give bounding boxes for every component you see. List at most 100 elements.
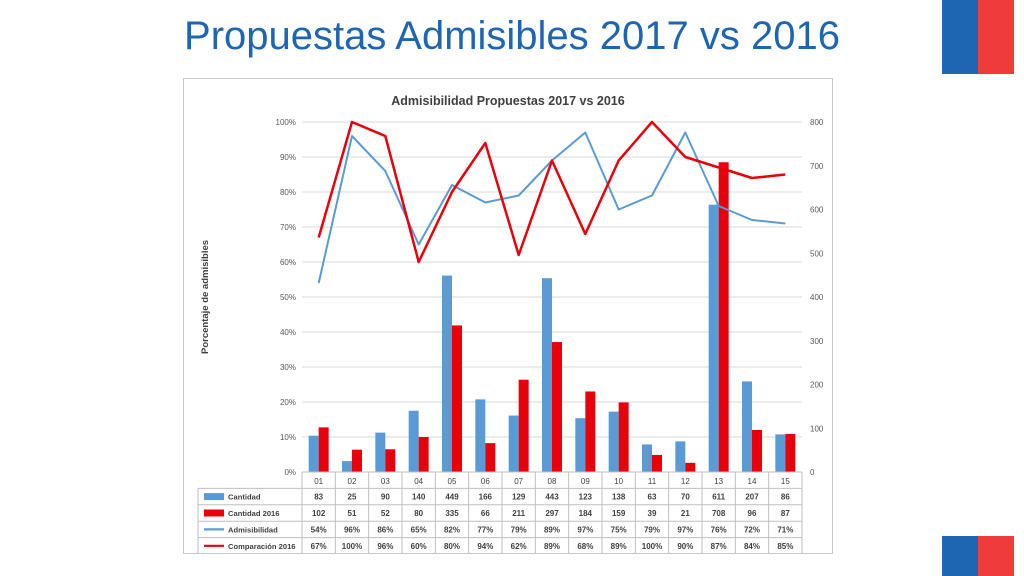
table-cell: 335 [445, 509, 459, 518]
table-cell: 184 [579, 509, 593, 518]
table-cell: 83 [314, 493, 323, 502]
legend-key-cantidad-2016 [204, 509, 224, 517]
flag-bottom-right [942, 536, 1014, 576]
bar-cantidad [775, 434, 786, 472]
table-cell: 87 [781, 509, 790, 518]
bar-cantidad-2016 [418, 437, 429, 472]
table-cell: 90 [381, 493, 390, 502]
table-cell: 96% [344, 525, 360, 534]
bar-cantidad-2016 [785, 433, 796, 472]
bar-cantidad [542, 278, 552, 472]
table-cell: 96% [377, 542, 393, 551]
right-tick-label: 0 [810, 468, 815, 477]
table-cell: 443 [545, 493, 559, 502]
table-cell: 96 [748, 509, 757, 518]
left-tick-label: 100% [276, 118, 296, 127]
table-cell: 67% [311, 542, 327, 551]
bar-cantidad-2016 [685, 462, 696, 472]
left-tick-label: 90% [280, 153, 296, 162]
legend-series-name: Cantidad 2016 [228, 509, 280, 518]
table-cell: 140 [412, 493, 426, 502]
table-cell: 72% [744, 525, 760, 534]
bar-cantidad-2016 [718, 162, 729, 472]
category-label: 06 [481, 477, 490, 486]
table-cell: 86 [781, 493, 790, 502]
table-cell: 211 [512, 509, 525, 518]
table-cell: 60% [411, 542, 427, 551]
table-cell: 97% [577, 525, 593, 534]
table-cell: 39 [648, 509, 657, 518]
table-cell: 51 [348, 509, 357, 518]
right-tick-label: 700 [810, 162, 824, 171]
category-label: 02 [348, 477, 357, 486]
category-label: 09 [581, 477, 590, 486]
category-label: 07 [514, 477, 523, 486]
left-tick-label: 20% [280, 398, 296, 407]
category-label: 03 [381, 477, 390, 486]
left-tick-label: 30% [280, 363, 296, 372]
table-cell: 85% [777, 542, 793, 551]
left-tick-label: 10% [280, 433, 296, 442]
table-cell: 100% [642, 542, 662, 551]
table-cell: 62% [511, 542, 527, 551]
category-label: 10 [614, 477, 623, 486]
table-cell: 89% [544, 542, 560, 551]
bar-cantidad-2016 [552, 342, 562, 472]
left-tick-label: 40% [280, 328, 296, 337]
legend-series-name: Cantidad [228, 493, 261, 502]
bar-cantidad-2016 [385, 449, 396, 472]
table-cell: 77% [477, 525, 493, 534]
table-cell: 159 [612, 509, 626, 518]
table-cell: 80% [444, 542, 460, 551]
bar-cantidad-2016 [518, 379, 529, 472]
table-cell: 79% [511, 525, 527, 534]
bar-cantidad-2016 [318, 427, 329, 472]
table-cell: 79% [644, 525, 660, 534]
category-label: 11 [648, 477, 657, 486]
right-tick-label: 300 [810, 337, 824, 346]
table-cell: 82% [444, 525, 460, 534]
category-label: 04 [414, 477, 423, 486]
line-comparación-2016 [317, 120, 786, 264]
table-cell: 123 [579, 493, 593, 502]
slide-title: Propuestas Admisibles 2017 vs 2016 [184, 14, 840, 58]
table-cell: 207 [745, 493, 759, 502]
bar-cantidad [708, 204, 719, 472]
legend-series-name: Comparación 2016 [228, 542, 296, 551]
category-label: 14 [748, 477, 757, 486]
table-cell: 166 [479, 493, 493, 502]
category-label: 13 [714, 477, 723, 486]
table-cell: 84% [744, 542, 760, 551]
left-tick-label: 0% [284, 468, 296, 477]
table-cell: 68% [577, 542, 593, 551]
bar-cantidad [608, 411, 619, 472]
category-label: 01 [314, 477, 323, 486]
table-cell: 89% [611, 542, 627, 551]
table-cell: 80 [414, 509, 423, 518]
bar-cantidad [475, 399, 486, 472]
bar-cantidad [675, 441, 686, 472]
table-cell: 65% [411, 525, 427, 534]
bar-cantidad [408, 410, 419, 472]
bar-cantidad-2016 [618, 402, 629, 472]
table-cell: 102 [312, 509, 326, 518]
table-cell: 138 [612, 493, 626, 502]
table-cell: 100% [342, 542, 362, 551]
chart-title: Admisibilidad Propuestas 2017 vs 2016 [391, 94, 624, 108]
chart-frame: Admisibilidad Propuestas 2017 vs 2016 Po… [183, 78, 833, 555]
table-cell: 70 [681, 493, 690, 502]
table-cell: 52 [381, 509, 390, 518]
right-tick-label: 600 [810, 206, 824, 215]
table-cell: 71% [777, 525, 793, 534]
left-tick-label: 60% [280, 258, 296, 267]
table-cell: 76% [711, 525, 727, 534]
table-cell: 90% [677, 542, 693, 551]
right-tick-label: 500 [810, 249, 824, 258]
table-cell: 25 [348, 493, 357, 502]
right-tick-label: 200 [810, 381, 824, 390]
bar-cantidad [642, 444, 652, 472]
legend-key-cantidad [204, 493, 224, 501]
bar-cantidad-2016 [585, 391, 596, 472]
flag-top-right [942, 0, 1014, 74]
table-cell: 86% [377, 525, 393, 534]
